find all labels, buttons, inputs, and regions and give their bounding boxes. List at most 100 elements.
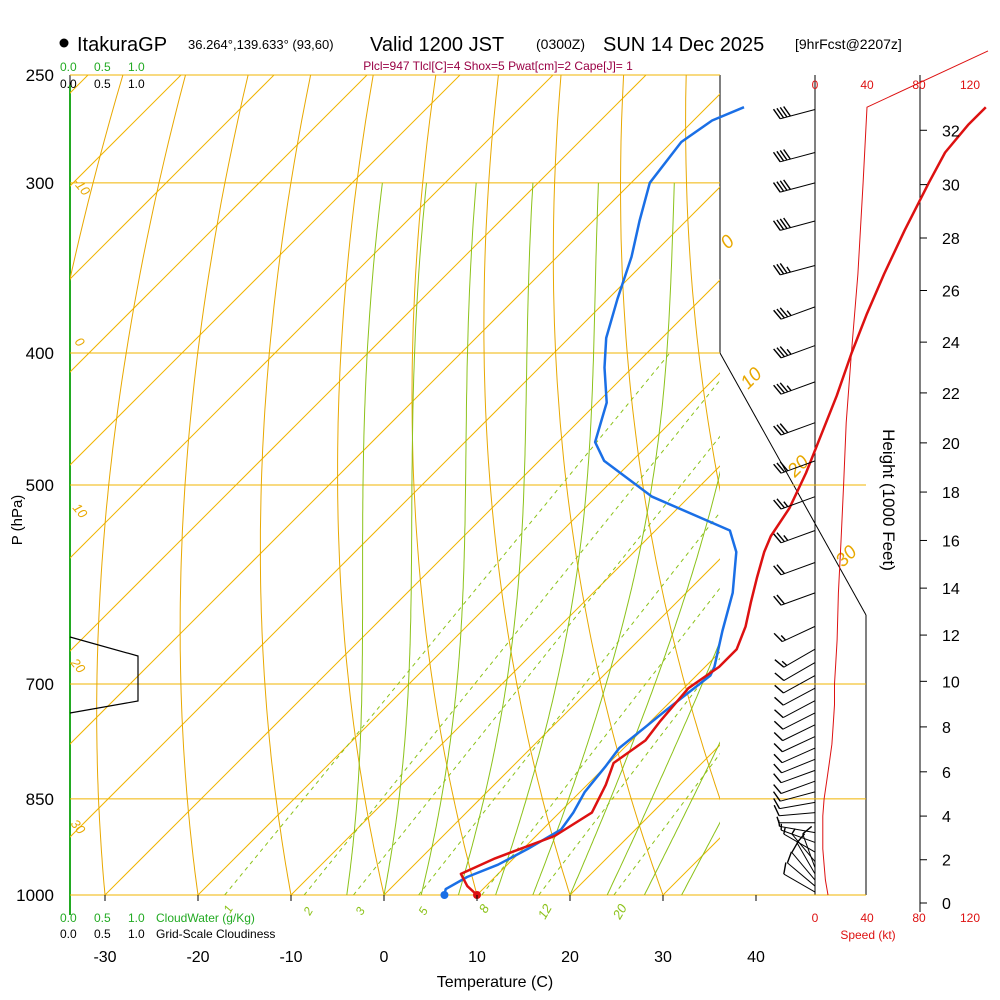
mixing-ratio-line: [613, 752, 720, 895]
height-tick-label: 24: [942, 335, 960, 352]
height-tick-label: 6: [942, 765, 951, 782]
dry-adiabat-label: 10: [737, 363, 767, 393]
wind-barb-column: [772, 106, 816, 893]
plot-frame: [69, 75, 921, 912]
wind-barb-feather: [773, 595, 782, 606]
wind-barb-feather: [773, 463, 782, 474]
isotherm-line: [70, 75, 554, 559]
wind-barb-feather: [776, 181, 785, 192]
dry-adiabat-line: [96, 75, 187, 895]
x-tick-label: -10: [279, 949, 302, 966]
cloudiness-scale-tick: 0.5: [94, 927, 111, 941]
speed-scale-tick: 120: [960, 78, 980, 92]
pressure-tick-label: 700: [26, 675, 54, 694]
dry-adiabat-line: [552, 75, 664, 895]
height-tick-label: 4: [942, 809, 951, 826]
moist-adiabat-line: [457, 182, 534, 895]
wind-barb-feather: [773, 763, 783, 774]
height-tick-label: 32: [942, 123, 960, 140]
isotherm-line: [197, 372, 720, 895]
height-axis-label: Height (1000 Feet): [879, 429, 898, 571]
wind-barb-feather: [773, 720, 784, 730]
wind-barb-feather: [779, 263, 788, 274]
x-tick-label: 40: [747, 949, 765, 966]
wind-barb: [772, 149, 816, 163]
wind-barb-staff: [781, 829, 816, 843]
wind-barb: [773, 625, 816, 643]
wind-barb-feather: [776, 150, 785, 162]
wind-barb-staff: [780, 791, 816, 802]
mixing-ratio-line: [224, 352, 671, 895]
moist-adiabat-line: [643, 741, 720, 895]
wind-barb-staff: [783, 648, 816, 668]
wind-barb-feather: [786, 266, 791, 273]
wind-barb-feather: [780, 635, 787, 641]
wind-barb-staff: [781, 306, 816, 320]
wind-barb-feather: [779, 218, 788, 229]
wind-barb: [773, 747, 816, 764]
wind-barb: [773, 736, 816, 753]
cloudwater-scale-tick: 1.0: [128, 60, 145, 74]
wind-barb-staff: [782, 712, 816, 730]
dry-adiabat-label: 10: [70, 500, 91, 521]
wind-barb-feather: [783, 179, 791, 190]
wind-barb-feather: [776, 219, 785, 230]
moist-adiabat-line: [495, 182, 599, 895]
wind-barb: [773, 592, 816, 606]
isotherm-line: [104, 279, 720, 895]
wind-barb-feather: [779, 106, 788, 118]
zulu-time: (0300Z): [536, 36, 585, 52]
cloudwater-scale-tick: 1.0: [128, 911, 145, 925]
site-name: ItakuraGP: [77, 34, 167, 56]
wind-barb: [791, 841, 816, 881]
isotherm-line: [70, 93, 720, 745]
wind-barb-feather: [783, 535, 789, 541]
wind-barb-feather: [786, 385, 792, 392]
wind-barb-staff: [780, 152, 816, 163]
wind-barb-staff: [781, 381, 816, 395]
wind-barb-feather: [776, 498, 785, 509]
wind-barb: [774, 662, 816, 682]
wind-barb-feather: [776, 594, 785, 605]
dry-adiabat-line: [337, 75, 385, 895]
wind-barb-feather: [786, 310, 792, 317]
wind-barb-feather: [773, 533, 782, 544]
wind-barb-feather: [772, 108, 781, 120]
pressure-axis-ticks: 1000 850 700 500 400 300 250: [16, 66, 54, 905]
wind-barb-staff: [782, 687, 816, 706]
isotherm-line: [70, 75, 275, 280]
wind-barb-staff: [782, 724, 816, 742]
surface-dewpoint-marker: [440, 891, 449, 899]
height-tick-label: 14: [942, 581, 960, 598]
moist-adiabat-lines: [346, 182, 720, 895]
isotherm-line: [70, 75, 647, 652]
wind-barb-feather: [776, 424, 785, 435]
isotherm-line: [70, 75, 461, 466]
cloudwater-scale-tick: 0.5: [94, 911, 111, 925]
dry-adiabat-line: [811, 51, 1000, 924]
moist-adiabat-label: 20: [609, 901, 630, 923]
speed-scale-tick: 40: [860, 911, 874, 925]
wind-barb-feather: [779, 461, 789, 472]
moist-adiabat-label: 12: [535, 901, 556, 922]
moist-adiabat-line: [420, 182, 477, 895]
x-tick-label: 0: [380, 949, 389, 966]
wind-barb-staff: [779, 812, 816, 817]
chart-header: ItakuraGP 36.264°,139.633° (93,60) Valid…: [59, 34, 902, 56]
wind-barb-feather: [772, 220, 781, 231]
wind-barb-feather: [773, 348, 782, 359]
dry-adiabat-label: 0: [72, 334, 89, 350]
pressure-tick-label: 500: [26, 476, 54, 495]
moist-adiabat-line: [346, 182, 383, 895]
dewpoint-trace: [443, 106, 745, 896]
wind-barb-feather: [779, 346, 789, 356]
wind-barb: [773, 460, 816, 474]
dry-adiabat-lines: [70, 51, 1000, 924]
speed-scale-tick: 40: [860, 78, 874, 92]
wind-barb-staff: [796, 842, 816, 875]
wind-barb: [773, 769, 816, 784]
height-tick-label: 22: [942, 386, 960, 403]
wind-barb-feather: [772, 264, 781, 276]
cloudiness-scale-tick: 1.0: [128, 927, 145, 941]
